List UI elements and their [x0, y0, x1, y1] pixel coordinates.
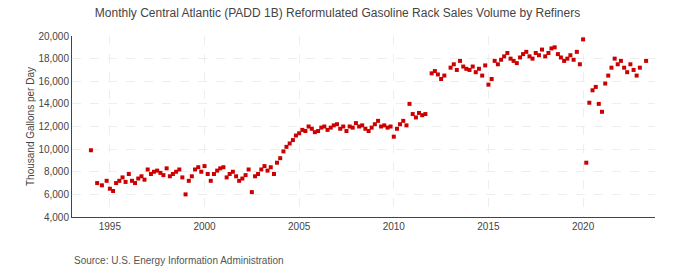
svg-text:2010: 2010 [383, 221, 406, 232]
svg-text:14,000: 14,000 [38, 98, 69, 109]
svg-text:4,000: 4,000 [44, 212, 69, 223]
svg-text:2015: 2015 [477, 221, 500, 232]
svg-text:Monthly Central Atlantic (PADD: Monthly Central Atlantic (PADD 1B) Refor… [95, 6, 580, 20]
svg-text:10,000: 10,000 [38, 144, 69, 155]
svg-text:2005: 2005 [288, 221, 311, 232]
svg-text:20,000: 20,000 [38, 31, 69, 42]
svg-text:8,000: 8,000 [44, 166, 69, 177]
svg-text:16,000: 16,000 [38, 76, 69, 87]
svg-text:Source: U.S. Energy Informatio: Source: U.S. Energy Information Administ… [74, 255, 284, 266]
svg-text:2020: 2020 [572, 221, 595, 232]
svg-text:6,000: 6,000 [44, 189, 69, 200]
svg-text:Thousand Gallons per Day: Thousand Gallons per Day [25, 67, 36, 186]
svg-text:1995: 1995 [99, 221, 122, 232]
svg-text:12,000: 12,000 [38, 121, 69, 132]
svg-text:18,000: 18,000 [38, 53, 69, 64]
svg-text:2000: 2000 [193, 221, 216, 232]
